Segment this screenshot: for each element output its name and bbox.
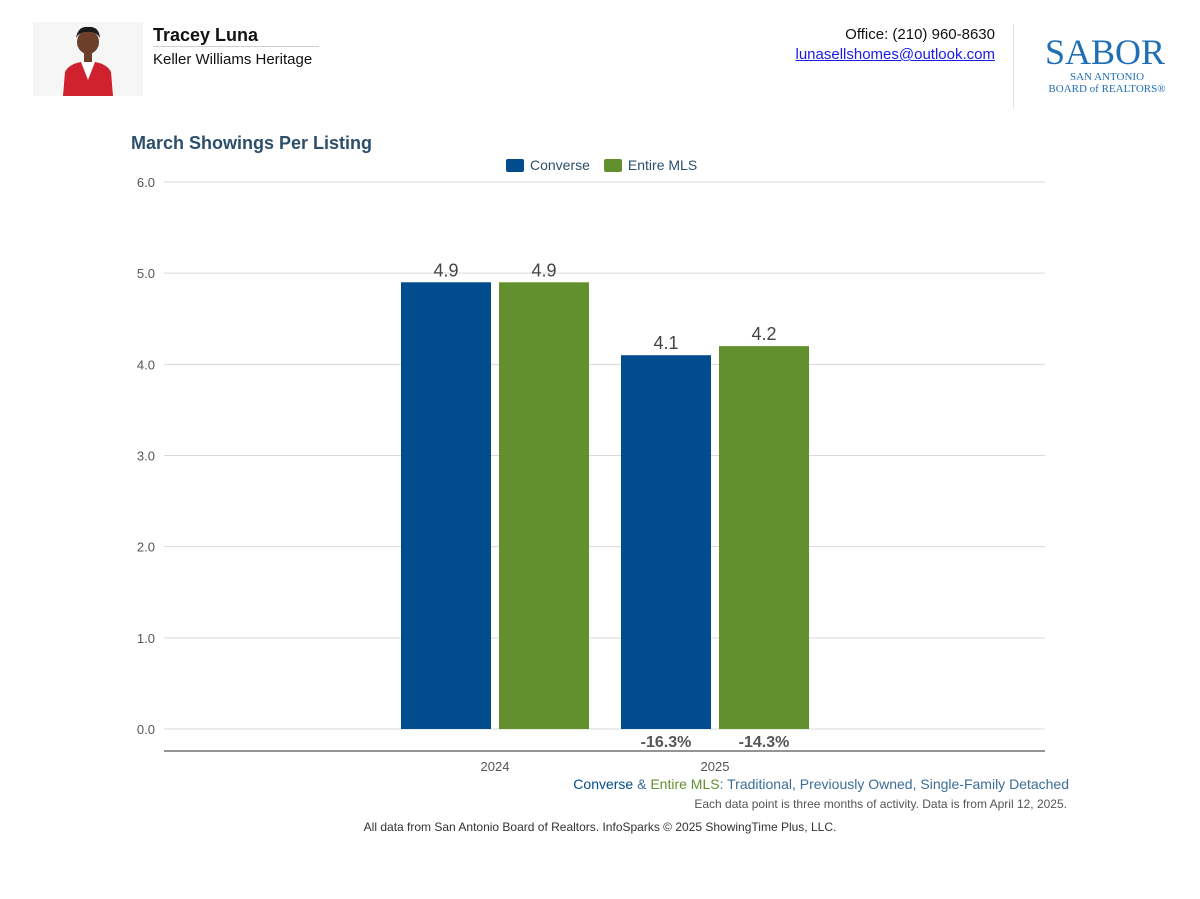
bar-mls-2025 xyxy=(719,346,809,729)
bar-converse-2024 xyxy=(401,282,491,729)
y-tick-label: 4.0 xyxy=(137,357,155,372)
data-label: 4.1 xyxy=(653,333,678,353)
caption-series1: Converse xyxy=(573,776,634,792)
caption-filter2: Previously Owned xyxy=(799,776,913,792)
legend-item-converse: Converse xyxy=(506,157,590,173)
legend-swatch-mls xyxy=(603,158,622,172)
y-tick-label: 0.0 xyxy=(137,722,155,737)
header-divider xyxy=(1013,24,1014,109)
name-divider xyxy=(153,46,319,47)
chart-caption: Converse & Entire MLS: Traditional, Prev… xyxy=(573,776,1069,792)
y-tick-label: 6.0 xyxy=(137,175,155,190)
x-tick-label: 2025 xyxy=(701,759,730,774)
legend-label-converse: Converse xyxy=(530,157,590,173)
data-label: 4.9 xyxy=(531,260,556,280)
sabor-logo: SABOR SAN ANTONIO BOARD of REALTORS® xyxy=(1045,32,1166,95)
email-link[interactable]: lunasellshomes@outlook.com xyxy=(795,46,996,63)
change-label: -14.3% xyxy=(739,734,790,751)
logo-line2: BOARD of REALTORS® xyxy=(1048,83,1165,95)
bar-converse-2025 xyxy=(621,355,711,729)
logo-wordmark: SABOR xyxy=(1045,32,1165,72)
bar-mls-2024 xyxy=(499,282,589,729)
caption-colon: : xyxy=(719,776,728,792)
legend-label-mls: Entire MLS xyxy=(627,157,698,173)
caption-sep2: , xyxy=(912,776,921,792)
change-label: -16.3% xyxy=(641,734,692,751)
legend-swatch-converse xyxy=(506,158,524,172)
caption-amp: & xyxy=(633,776,651,792)
y-tick-label: 2.0 xyxy=(137,540,155,555)
caption-series2: Entire MLS xyxy=(650,776,720,792)
bar-chart: 0.0 1.0 2.0 3.0 4.0 5.0 6.0 4.9 4.9 2024 4.1 -16.3%… xyxy=(137,175,1045,774)
agent-photo xyxy=(33,22,143,96)
caption-sep1: , xyxy=(791,776,800,792)
y-tick-label: 5.0 xyxy=(137,266,155,281)
header: Tracey Luna Keller Williams Heritage Off… xyxy=(0,0,1200,115)
data-label: 4.2 xyxy=(751,324,776,344)
caption-filter1: Traditional xyxy=(727,776,792,792)
office-phone: Office: (210) 960-8630 xyxy=(845,26,995,43)
chart-legend: Converse Entire MLS xyxy=(506,157,711,173)
data-label: 4.9 xyxy=(433,260,458,280)
y-tick-label: 3.0 xyxy=(137,449,155,464)
chart-note: Each data point is three months of activ… xyxy=(694,797,1067,811)
agent-name: Tracey Luna xyxy=(153,25,259,45)
legend-item-mls: Entire MLS xyxy=(603,157,698,173)
x-tick-label: 2024 xyxy=(481,759,510,774)
y-tick-label: 1.0 xyxy=(137,631,155,646)
caption-filter3: Single-Family Detached xyxy=(920,776,1069,792)
logo-line1: SAN ANTONIO xyxy=(1070,71,1144,83)
chart-title: March Showings Per Listing xyxy=(131,133,373,153)
agent-brokerage: Keller Williams Heritage xyxy=(153,51,313,68)
footer-credit: All data from San Antonio Board of Realt… xyxy=(363,820,837,834)
